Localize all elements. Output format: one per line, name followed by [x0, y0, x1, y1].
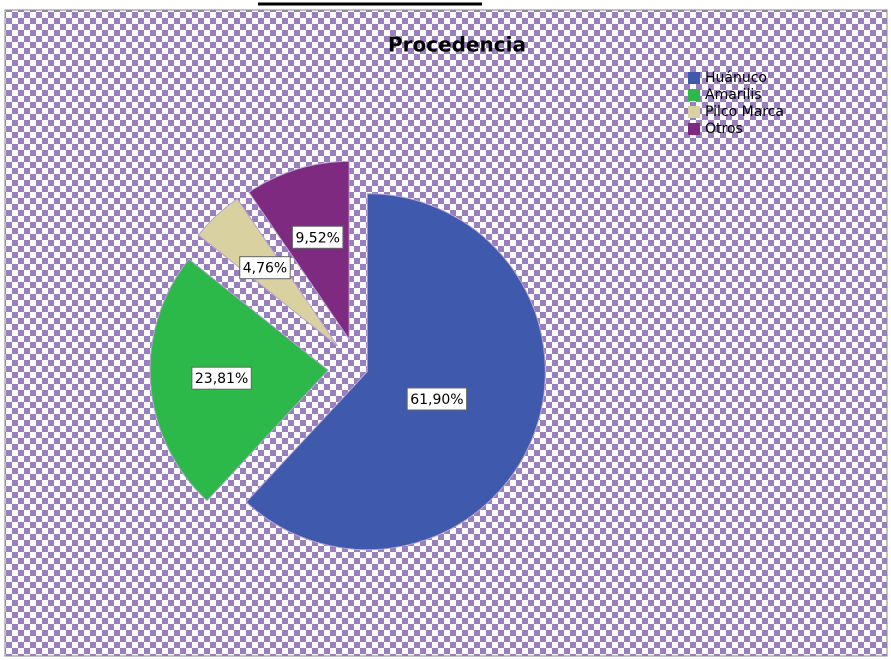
pie-slice [248, 160, 350, 341]
legend-swatch [688, 89, 700, 101]
legend-label: Otros [705, 121, 743, 137]
legend-swatch [688, 123, 700, 135]
legend-swatch [688, 106, 700, 118]
legend-label: Pilco Marca [705, 104, 784, 120]
value-label-box [406, 387, 468, 411]
chart-title: Procedencia [388, 33, 526, 57]
value-label: 61,90% [410, 392, 463, 408]
value-label: 4,76% [243, 261, 287, 277]
value-label-box [191, 366, 252, 390]
legend-label: Amarilis [705, 87, 762, 103]
legend-swatch [688, 72, 700, 84]
value-label: 23,81% [195, 371, 248, 387]
value-label: 9,52% [295, 230, 339, 246]
pie-slice [245, 193, 546, 551]
value-label-box [239, 256, 291, 280]
value-label-box [291, 225, 344, 249]
legend-label: Huánuco [705, 70, 767, 86]
